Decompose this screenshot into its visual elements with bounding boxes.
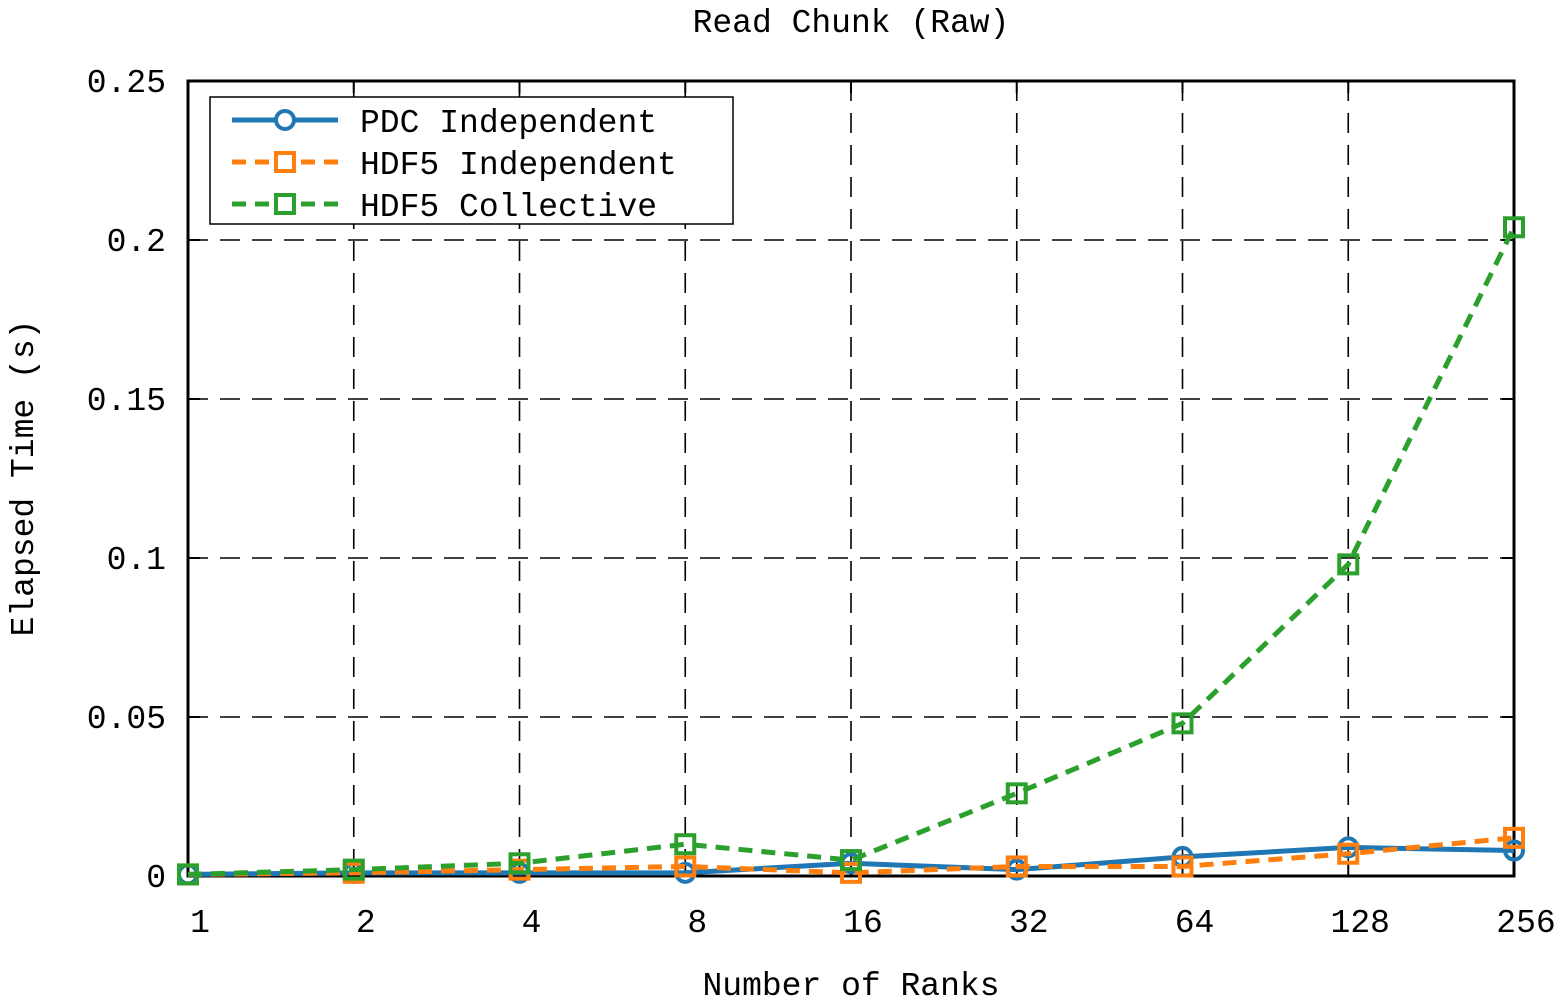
data-point-hdf5-independent [1171,855,1194,878]
x-tick-label: 32 [1009,905,1049,942]
x-tick-label: 64 [1175,905,1215,942]
series-hdf5-collective [177,216,1525,886]
data-point-hdf5-collective [1005,782,1028,805]
data-point-hdf5-collective [342,858,365,881]
y-axis-title: Elapsed Time (s) [6,320,43,637]
data-point-hdf5-collective [674,833,697,856]
axis-ticks: 1 2 4 8 16 32 64 128 256 0 0.05 0.1 0.15 0.2 0.25 [87,65,1556,942]
y-tick-label: 0 [146,860,166,897]
data-point-hdf5-collective [508,852,531,875]
series-layer [177,216,1525,886]
data-point-hdf5-independent [674,855,697,878]
x-tick-label: 256 [1496,905,1555,942]
series-line-hdf5-collective [187,226,1517,877]
data-point-hdf5-independent [1005,855,1028,878]
chart-title: Read Chunk (Raw) [693,5,1010,42]
data-point-hdf5-collective [840,849,862,872]
data-point-pdc-independent [1503,839,1525,862]
x-tick-label: 128 [1331,905,1390,942]
x-tick-label: 1 [190,905,210,942]
data-point-hdf5-collective [177,863,199,886]
series-line-hdf5-independent [187,835,1515,877]
legend-marker-hdf5-collective [274,193,296,215]
y-tick-label: 0.2 [107,224,166,261]
data-point-hdf5-collective [1171,712,1194,735]
legend-label-hdf5-independent: HDF5 Independent [360,147,677,184]
data-point-hdf5-collective [1503,216,1525,239]
x-tick-label: 4 [522,905,542,942]
legend-marker-hdf5-independent [274,151,296,173]
legend-label-pdc-independent: PDC Independent [360,105,657,142]
data-point-hdf5-independent [1337,842,1360,865]
data-point-hdf5-independent [1503,826,1525,849]
y-tick-label: 0.1 [107,542,166,579]
data-point-hdf5-collective [1337,553,1360,576]
y-tick-label: 0.25 [87,65,166,102]
grid [188,81,1514,876]
y-tick-label: 0.05 [87,701,166,738]
legend-label-hdf5-collective: HDF5 Collective [360,189,657,226]
x-tick-label: 16 [843,905,883,942]
x-tick-label: 2 [356,905,376,942]
legend: PDC Independent HDF5 Independent HDF5 Coll… [209,96,734,226]
legend-marker-pdc-independent [274,109,296,131]
x-axis-title: Number of Ranks [702,968,999,1000]
data-point-hdf5-independent [840,861,862,884]
y-tick-label: 0.15 [87,383,166,420]
x-tick-label: 8 [687,905,707,942]
